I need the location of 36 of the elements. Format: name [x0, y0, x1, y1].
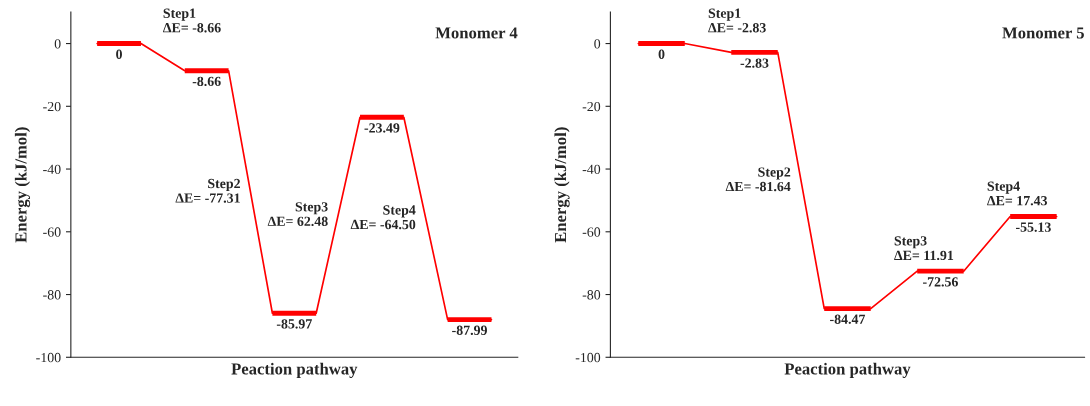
- annotation: Step1 ΔE= -2.83: [708, 8, 766, 33]
- y-axis-title: Energy (kJ/mol): [14, 127, 31, 243]
- data-label: -55.13: [1015, 222, 1051, 232]
- annotation: Step4 ΔE= 17.43: [987, 181, 1048, 206]
- annotation: Step3 ΔE= 11.91: [894, 236, 954, 261]
- data-label: -84.47: [830, 314, 866, 324]
- data-label: -85.97: [276, 319, 312, 329]
- y-tick-label: -20: [43, 101, 61, 112]
- annotation: Step2 ΔE= -77.31: [175, 178, 240, 203]
- data-label: 0: [116, 49, 122, 59]
- y-tick-label: -20: [582, 101, 601, 112]
- y-tick-label: -60: [43, 227, 61, 237]
- y-tick-label: -60: [582, 227, 601, 237]
- annotation: Step2 ΔE= -81.64: [725, 167, 791, 192]
- y-tick-label: -80: [43, 290, 61, 300]
- text: Monomer 4: [435, 27, 518, 39]
- data-label: 0: [658, 49, 665, 59]
- annotation: Step3 ΔE= 62.48: [267, 202, 328, 227]
- data-label: -23.49: [364, 123, 400, 133]
- y-tick-label: 0: [54, 39, 61, 49]
- y-tick-label: -40: [582, 164, 601, 174]
- text: Monomer 5: [1002, 27, 1084, 39]
- x-axis-title: Peaction pathway: [231, 362, 358, 378]
- y-axis-title: Energy (kJ/mol): [554, 127, 570, 243]
- data-label: -8.66: [192, 76, 221, 87]
- data-label: -2.83: [740, 58, 769, 68]
- y-tick-label: -100: [575, 352, 601, 363]
- y-tick-label: -100: [36, 352, 61, 363]
- y-tick-label: -40: [43, 164, 61, 174]
- x-axis-title: Peaction pathway: [784, 362, 911, 378]
- y-tick-label: -80: [582, 290, 601, 300]
- data-label: -72.56: [923, 277, 958, 287]
- annotation: Step1 ΔE= -8.66: [163, 8, 221, 33]
- y-tick-label: 0: [594, 39, 601, 49]
- data-label: -87.99: [452, 325, 487, 335]
- annotation: Step4 ΔE= -64.50: [350, 205, 416, 230]
